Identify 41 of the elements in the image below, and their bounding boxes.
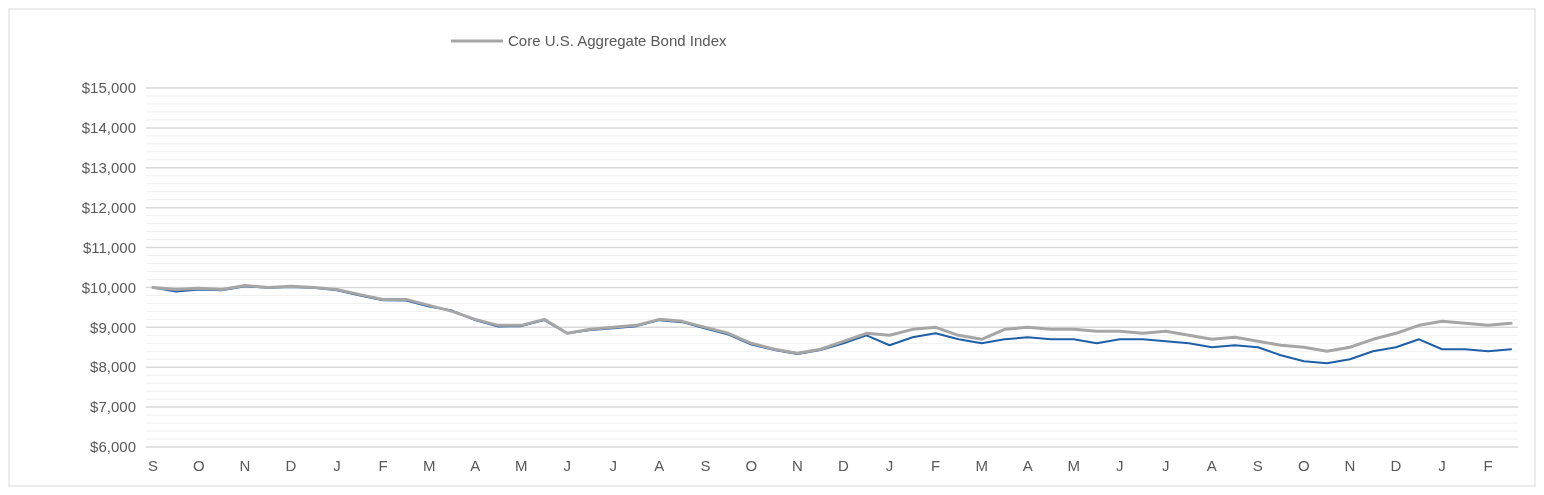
y-tick-label: $9,000 — [90, 318, 136, 336]
x-tick-label: M — [422, 457, 436, 474]
x-tick-label: J — [1116, 457, 1124, 474]
x-tick-label: S — [147, 457, 158, 474]
x-tick-label: D — [285, 457, 297, 474]
y-tick-label: $13,000 — [81, 159, 136, 177]
x-tick-label: O — [193, 457, 205, 474]
x-tick-label: A — [1206, 457, 1217, 474]
y-tick-label: $15,000 — [81, 79, 136, 97]
x-tick-label: J — [1162, 457, 1170, 474]
y-tick-label: $7,000 — [90, 398, 136, 416]
legend-label: Core U.S. Aggregate Bond Index — [508, 32, 727, 50]
x-tick-label: S — [700, 457, 711, 474]
x-tick-label: O — [1298, 457, 1310, 474]
x-tick-label: F — [1483, 457, 1493, 474]
x-tick-label: A — [654, 457, 665, 474]
x-tick-label: N — [239, 457, 251, 474]
x-tick-label: J — [885, 457, 894, 474]
y-tick-label: $12,000 — [81, 198, 136, 216]
x-tick-label: J — [563, 457, 572, 474]
x-tick-label: S — [1252, 457, 1263, 474]
x-tick-label: A — [470, 457, 481, 474]
y-tick-label: $8,000 — [90, 358, 136, 376]
x-tick-label: A — [1022, 457, 1033, 474]
x-tick-label: D — [1390, 457, 1402, 474]
x-tick-label: J — [333, 457, 341, 474]
x-tick-label: O — [745, 457, 758, 474]
x-tick-label: F — [931, 457, 941, 474]
x-tick-label: N — [1344, 457, 1356, 474]
x-tick-label: M — [975, 457, 988, 474]
x-tick-label: M — [1067, 457, 1080, 474]
y-tick-label: $14,000 — [81, 119, 136, 137]
x-tick-label: J — [1438, 457, 1446, 474]
x-tick-label: N — [792, 457, 803, 474]
y-tick-label: $11,000 — [82, 238, 136, 256]
x-tick-label: D — [838, 457, 850, 474]
x-tick-label: F — [378, 457, 388, 474]
x-tick-label: M — [514, 457, 528, 474]
y-tick-label: $10,000 — [81, 278, 136, 296]
x-tick-label: J — [609, 457, 618, 474]
y-tick-label: $6,000 — [90, 438, 136, 456]
